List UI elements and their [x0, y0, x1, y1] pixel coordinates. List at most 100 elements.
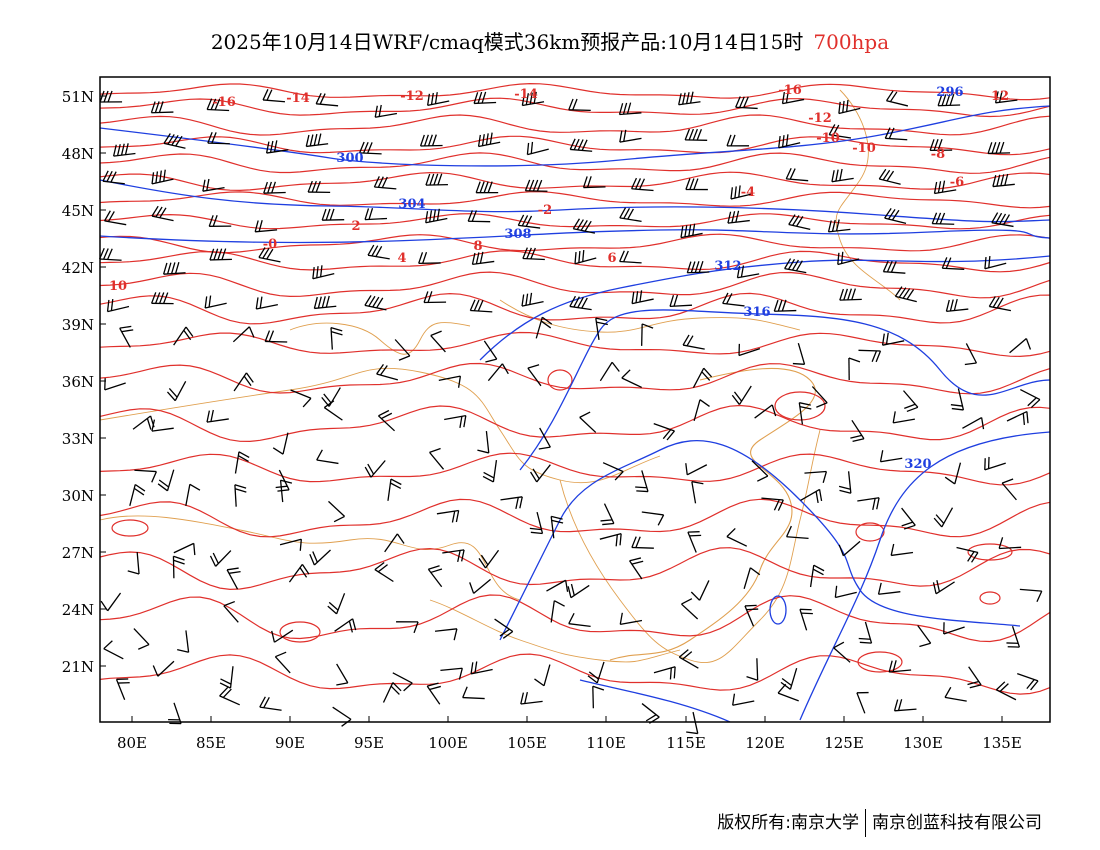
- wind-barb: [429, 447, 445, 470]
- wind-barb: [115, 678, 130, 700]
- wind-barb: [731, 385, 752, 405]
- wind-barb: [384, 533, 405, 553]
- wind-barb: [104, 378, 126, 391]
- wind-barb: [879, 450, 903, 463]
- wind-barb: [944, 462, 962, 485]
- wind-barb: [882, 260, 906, 274]
- wind-barb: [219, 666, 234, 689]
- wind-barb: [727, 210, 750, 224]
- wind-barb: [785, 167, 809, 182]
- wind-barb: [857, 497, 880, 510]
- temperature-label: -16: [778, 83, 802, 98]
- geopotential-label: 320: [904, 457, 931, 472]
- wind-barb: [473, 91, 497, 105]
- boundary-line: [289, 322, 471, 355]
- wind-barb: [426, 92, 450, 107]
- wind-barb: [784, 258, 807, 274]
- wind-barb: [279, 538, 302, 551]
- lon-label: 105E: [507, 734, 547, 752]
- wind-barb: [631, 290, 654, 305]
- temperature-label: -14: [286, 91, 310, 106]
- wind-barb: [635, 470, 649, 493]
- wind-barb: [202, 178, 225, 192]
- geopotential-isoline: [479, 255, 1051, 361]
- wind-barb: [751, 460, 769, 482]
- map-title: 2025年10月14日WRF/cmaq模式36km预报产品:10月14日15时 7…: [0, 26, 1100, 55]
- wind-barb: [438, 375, 462, 388]
- wind-barb: [732, 693, 755, 706]
- wind-barb: [373, 176, 397, 190]
- wind-barb: [163, 133, 186, 149]
- temperature-label: 10: [109, 279, 127, 294]
- wind-barb: [151, 205, 174, 222]
- wind-barb: [777, 683, 799, 702]
- axis-labels: 51N 48N 45N 42N 39N 36N 33N 30N 27N 24N 21N 80E 85E 9…: [62, 88, 1022, 752]
- wind-barb: [629, 557, 644, 580]
- temperature-isotherm: [99, 135, 1051, 156]
- boundary-line: [99, 515, 521, 601]
- wind-barb: [838, 471, 852, 494]
- wind-barb: [264, 330, 288, 343]
- wind-barb: [177, 630, 190, 653]
- wind-barb: [686, 711, 699, 735]
- wind-barb: [204, 295, 227, 309]
- wind-barb: [828, 124, 852, 139]
- wind-barb: [984, 256, 1007, 270]
- temperature-isotherm: [99, 404, 1051, 443]
- wind-barb: [773, 299, 797, 312]
- temperature-isotherm: [99, 114, 1051, 136]
- wind-barb: [1001, 478, 1017, 501]
- wind-barb: [885, 90, 909, 107]
- geopotential-isoline: [799, 431, 1051, 721]
- wind-barb: [434, 628, 458, 641]
- wind-barb: [685, 463, 708, 476]
- wind-barb: [991, 212, 1014, 228]
- wind-barb: [1020, 388, 1041, 409]
- temperature-label: -2: [538, 203, 552, 218]
- wind-barb: [376, 364, 399, 381]
- wind-barb: [265, 140, 289, 154]
- wind-barb: [684, 128, 708, 141]
- wind-barb: [619, 207, 642, 223]
- wind-barb: [992, 173, 1015, 188]
- wind-barb: [133, 628, 150, 650]
- lon-label: 120E: [745, 734, 785, 752]
- wind-barb: [950, 388, 965, 411]
- wind-barb: [1017, 673, 1039, 691]
- wind-barb: [838, 540, 861, 557]
- wind-barb: [690, 580, 710, 601]
- wind-barb: [827, 219, 851, 233]
- wind-barb: [535, 316, 553, 339]
- wind-barb: [332, 706, 352, 727]
- wind-barb: [99, 247, 122, 261]
- wind-barb: [279, 479, 293, 503]
- wind-barb: [888, 660, 912, 673]
- temperature-cell: [111, 519, 149, 537]
- wind-barb: [881, 332, 905, 346]
- wind-barb: [574, 249, 597, 265]
- wind-barb: [937, 94, 961, 107]
- wind-barb: [754, 404, 777, 419]
- coastline: [609, 367, 816, 661]
- lat-label: 45N: [62, 202, 94, 220]
- wind-barb: [173, 542, 196, 556]
- wind-barb: [254, 219, 278, 233]
- wind-barb: [534, 664, 551, 687]
- wind-barb: [206, 98, 230, 112]
- wind-barb: [483, 340, 498, 363]
- wind-barb: [392, 672, 413, 692]
- temperature-cell: [857, 651, 903, 673]
- wind-barb: [804, 470, 828, 483]
- wind-barb: [595, 317, 608, 341]
- wind-barb: [798, 402, 812, 425]
- wind-barb: [641, 323, 654, 346]
- geopotential-isoline: [499, 440, 1021, 641]
- wind-barb: [686, 261, 710, 274]
- wind-barb: [933, 180, 957, 195]
- temperature-isotherm: [99, 653, 1051, 695]
- temperature-isotherm: [99, 362, 1051, 395]
- wind-barb: [834, 585, 857, 599]
- wind-barb: [929, 139, 953, 152]
- wind-barb: [487, 363, 509, 382]
